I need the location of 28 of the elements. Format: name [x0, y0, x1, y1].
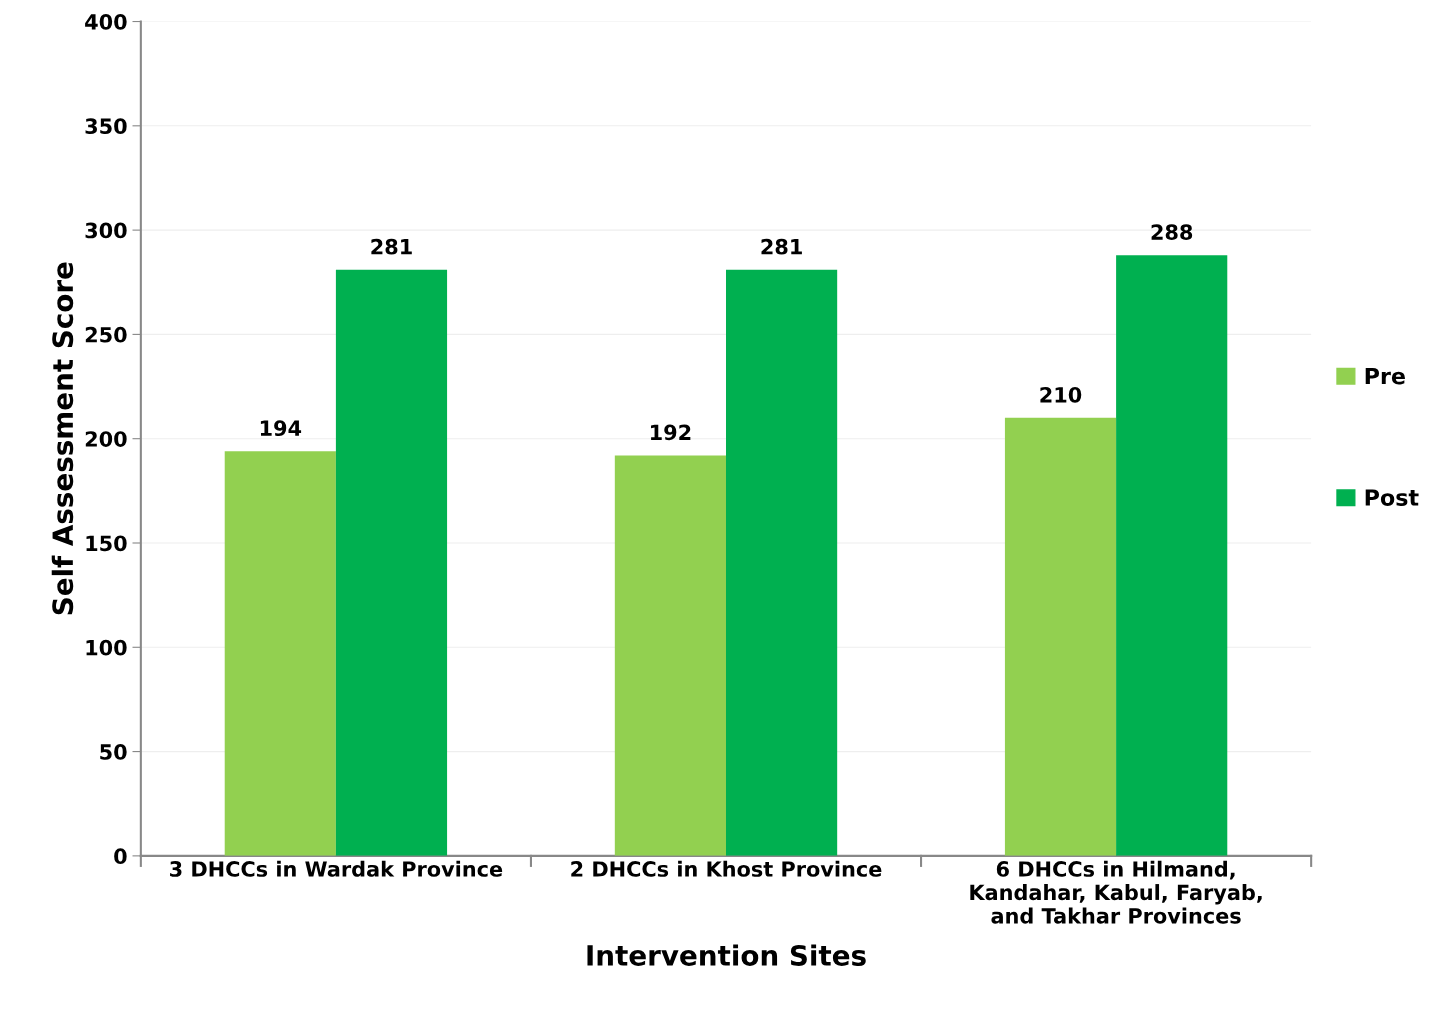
- y-tick-label: 350: [85, 118, 127, 135]
- data-label: 281: [371, 238, 412, 255]
- data-label: 194: [260, 420, 302, 437]
- bar: [614, 455, 726, 856]
- x-axis-title: Intervention Sites: [587, 944, 866, 966]
- legend-label: Post: [1365, 489, 1419, 506]
- y-tick-label: 250: [85, 326, 127, 343]
- bar: [1004, 417, 1117, 856]
- y-axis-title: Self Assessment Score: [51, 262, 74, 615]
- bar: [1116, 255, 1228, 856]
- y-tick-label: 150: [86, 535, 127, 552]
- y-tick-label: 400: [85, 13, 127, 30]
- bar: [224, 451, 336, 856]
- legend-label: Pre: [1365, 367, 1405, 385]
- x-tick-label: 6 DHCCs in Hilmand, Kandahar, Kabul, Faryab, and Takhar Provinces: [970, 860, 1262, 924]
- y-tick-label: 100: [86, 639, 127, 656]
- y-tick-label: 300: [85, 222, 127, 239]
- bar: [726, 269, 838, 856]
- y-tick-label: 50: [100, 744, 127, 760]
- data-label: 288: [1151, 224, 1193, 240]
- data-label: 192: [651, 424, 691, 441]
- data-label: 281: [761, 238, 802, 255]
- data-label: 210: [1040, 386, 1082, 403]
- x-tick-label: 2 DHCCs in Khost Province: [571, 860, 882, 877]
- y-tick-label: 0: [114, 848, 127, 865]
- bar: [335, 269, 448, 856]
- x-tick-label: 3 DHCCs in Wardak Province: [170, 860, 503, 877]
- y-tick-label: 200: [85, 431, 127, 447]
